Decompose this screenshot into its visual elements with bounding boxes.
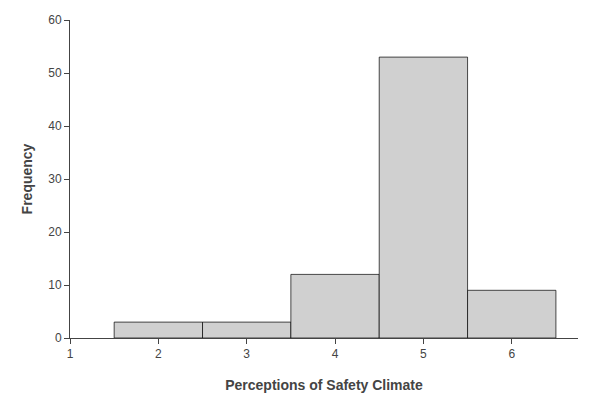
svg-text:3: 3 [243, 347, 250, 361]
svg-text:4: 4 [332, 347, 339, 361]
svg-text:1: 1 [67, 347, 74, 361]
svg-text:5: 5 [420, 347, 427, 361]
svg-text:6: 6 [508, 347, 515, 361]
svg-text:50: 50 [48, 66, 62, 80]
svg-text:Perceptions of Safety Climate: Perceptions of Safety Climate [225, 377, 423, 393]
svg-text:2: 2 [155, 347, 162, 361]
svg-text:10: 10 [48, 278, 62, 292]
svg-text:30: 30 [48, 172, 62, 186]
svg-text:60: 60 [48, 13, 62, 27]
svg-text:20: 20 [48, 225, 62, 239]
svg-text:Frequency: Frequency [19, 143, 35, 214]
svg-text:40: 40 [48, 119, 62, 133]
svg-text:0: 0 [55, 331, 62, 345]
